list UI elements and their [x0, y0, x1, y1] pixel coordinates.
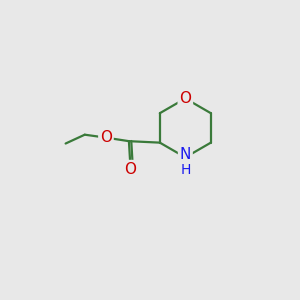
Text: N: N	[180, 147, 191, 162]
Text: H: H	[181, 163, 191, 177]
Text: O: O	[124, 162, 136, 177]
Text: O: O	[100, 130, 112, 145]
Text: O: O	[179, 91, 191, 106]
